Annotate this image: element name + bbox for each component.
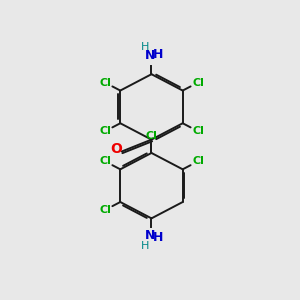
Text: Cl: Cl (192, 126, 204, 136)
Text: H: H (141, 241, 149, 251)
Text: H: H (153, 231, 163, 244)
Text: Cl: Cl (99, 126, 111, 136)
Text: Cl: Cl (192, 78, 204, 88)
Text: Cl: Cl (99, 156, 111, 166)
Text: Cl: Cl (192, 156, 204, 166)
Text: H: H (141, 42, 149, 52)
Text: N: N (145, 49, 155, 62)
Text: N: N (145, 229, 155, 242)
Text: H: H (153, 48, 163, 61)
Text: O: O (110, 142, 122, 156)
Text: Cl: Cl (99, 205, 111, 215)
Text: Cl: Cl (99, 78, 111, 88)
Text: Cl: Cl (146, 131, 158, 141)
